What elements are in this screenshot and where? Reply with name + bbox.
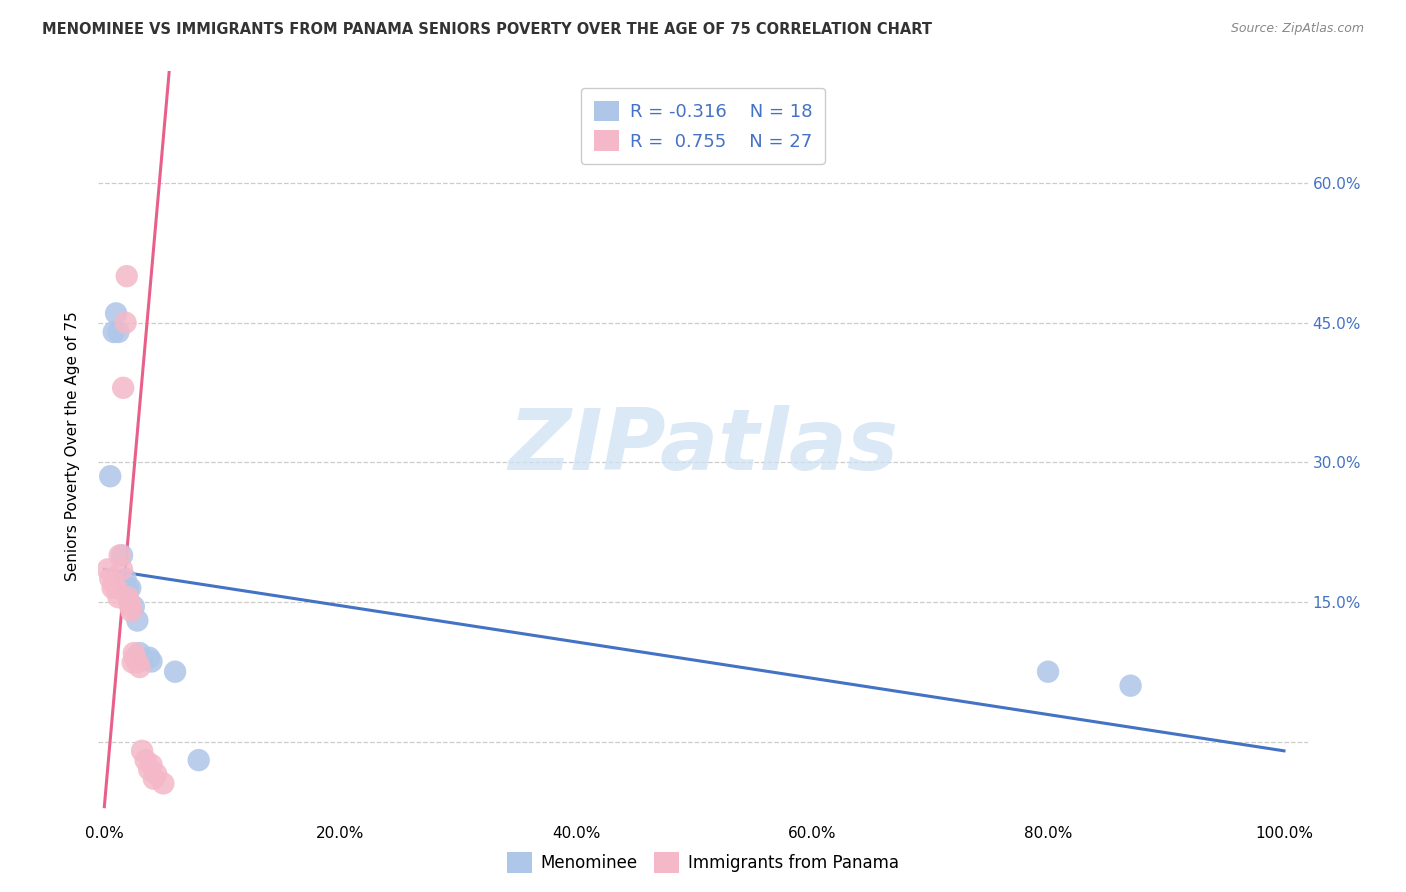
Point: [127, 614, 149, 628]
Point: [187, 753, 209, 767]
Point: [145, 767, 167, 781]
Point: [101, 581, 124, 595]
Point: [120, 581, 142, 595]
Text: Source: ZipAtlas.com: Source: ZipAtlas.com: [1230, 22, 1364, 36]
Point: [135, 753, 157, 767]
Point: [124, 650, 146, 665]
Point: [117, 581, 139, 595]
Point: [111, 549, 134, 563]
Point: [131, 652, 153, 666]
Point: [111, 562, 134, 576]
Point: [128, 660, 150, 674]
Point: [114, 572, 136, 586]
Text: MENOMINEE VS IMMIGRANTS FROM PANAMA SENIORS POVERTY OVER THE AGE OF 75 CORRELATI: MENOMINEE VS IMMIGRANTS FROM PANAMA SENI…: [42, 22, 932, 37]
Point: [122, 599, 145, 614]
Point: [112, 381, 135, 395]
Point: [127, 656, 149, 670]
Point: [108, 549, 131, 563]
Point: [1036, 665, 1059, 679]
Legend: R = -0.316    N = 18, R =  0.755    N = 27: R = -0.316 N = 18, R = 0.755 N = 27: [581, 88, 825, 164]
Point: [118, 595, 141, 609]
Point: [120, 599, 142, 614]
Point: [115, 269, 138, 284]
Point: [121, 656, 143, 670]
Point: [131, 744, 153, 758]
Point: [114, 316, 136, 330]
Point: [107, 591, 129, 605]
Point: [122, 646, 145, 660]
Point: [97, 562, 120, 576]
Point: [128, 646, 150, 660]
Text: ZIPatlas: ZIPatlas: [508, 404, 898, 488]
Point: [165, 665, 187, 679]
Point: [98, 469, 121, 483]
Point: [138, 650, 160, 665]
Point: [98, 572, 121, 586]
Point: [107, 325, 129, 339]
Point: [138, 763, 160, 777]
Point: [141, 757, 163, 772]
Point: [105, 306, 128, 320]
Point: [120, 604, 142, 618]
Point: [105, 581, 128, 595]
Y-axis label: Seniors Poverty Over the Age of 75: Seniors Poverty Over the Age of 75: [65, 311, 80, 581]
Point: [1119, 679, 1142, 693]
Point: [152, 776, 174, 790]
Legend: Menominee, Immigrants from Panama: Menominee, Immigrants from Panama: [501, 846, 905, 880]
Point: [142, 772, 165, 786]
Point: [103, 325, 125, 339]
Point: [117, 591, 139, 605]
Point: [103, 576, 125, 591]
Point: [141, 655, 163, 669]
